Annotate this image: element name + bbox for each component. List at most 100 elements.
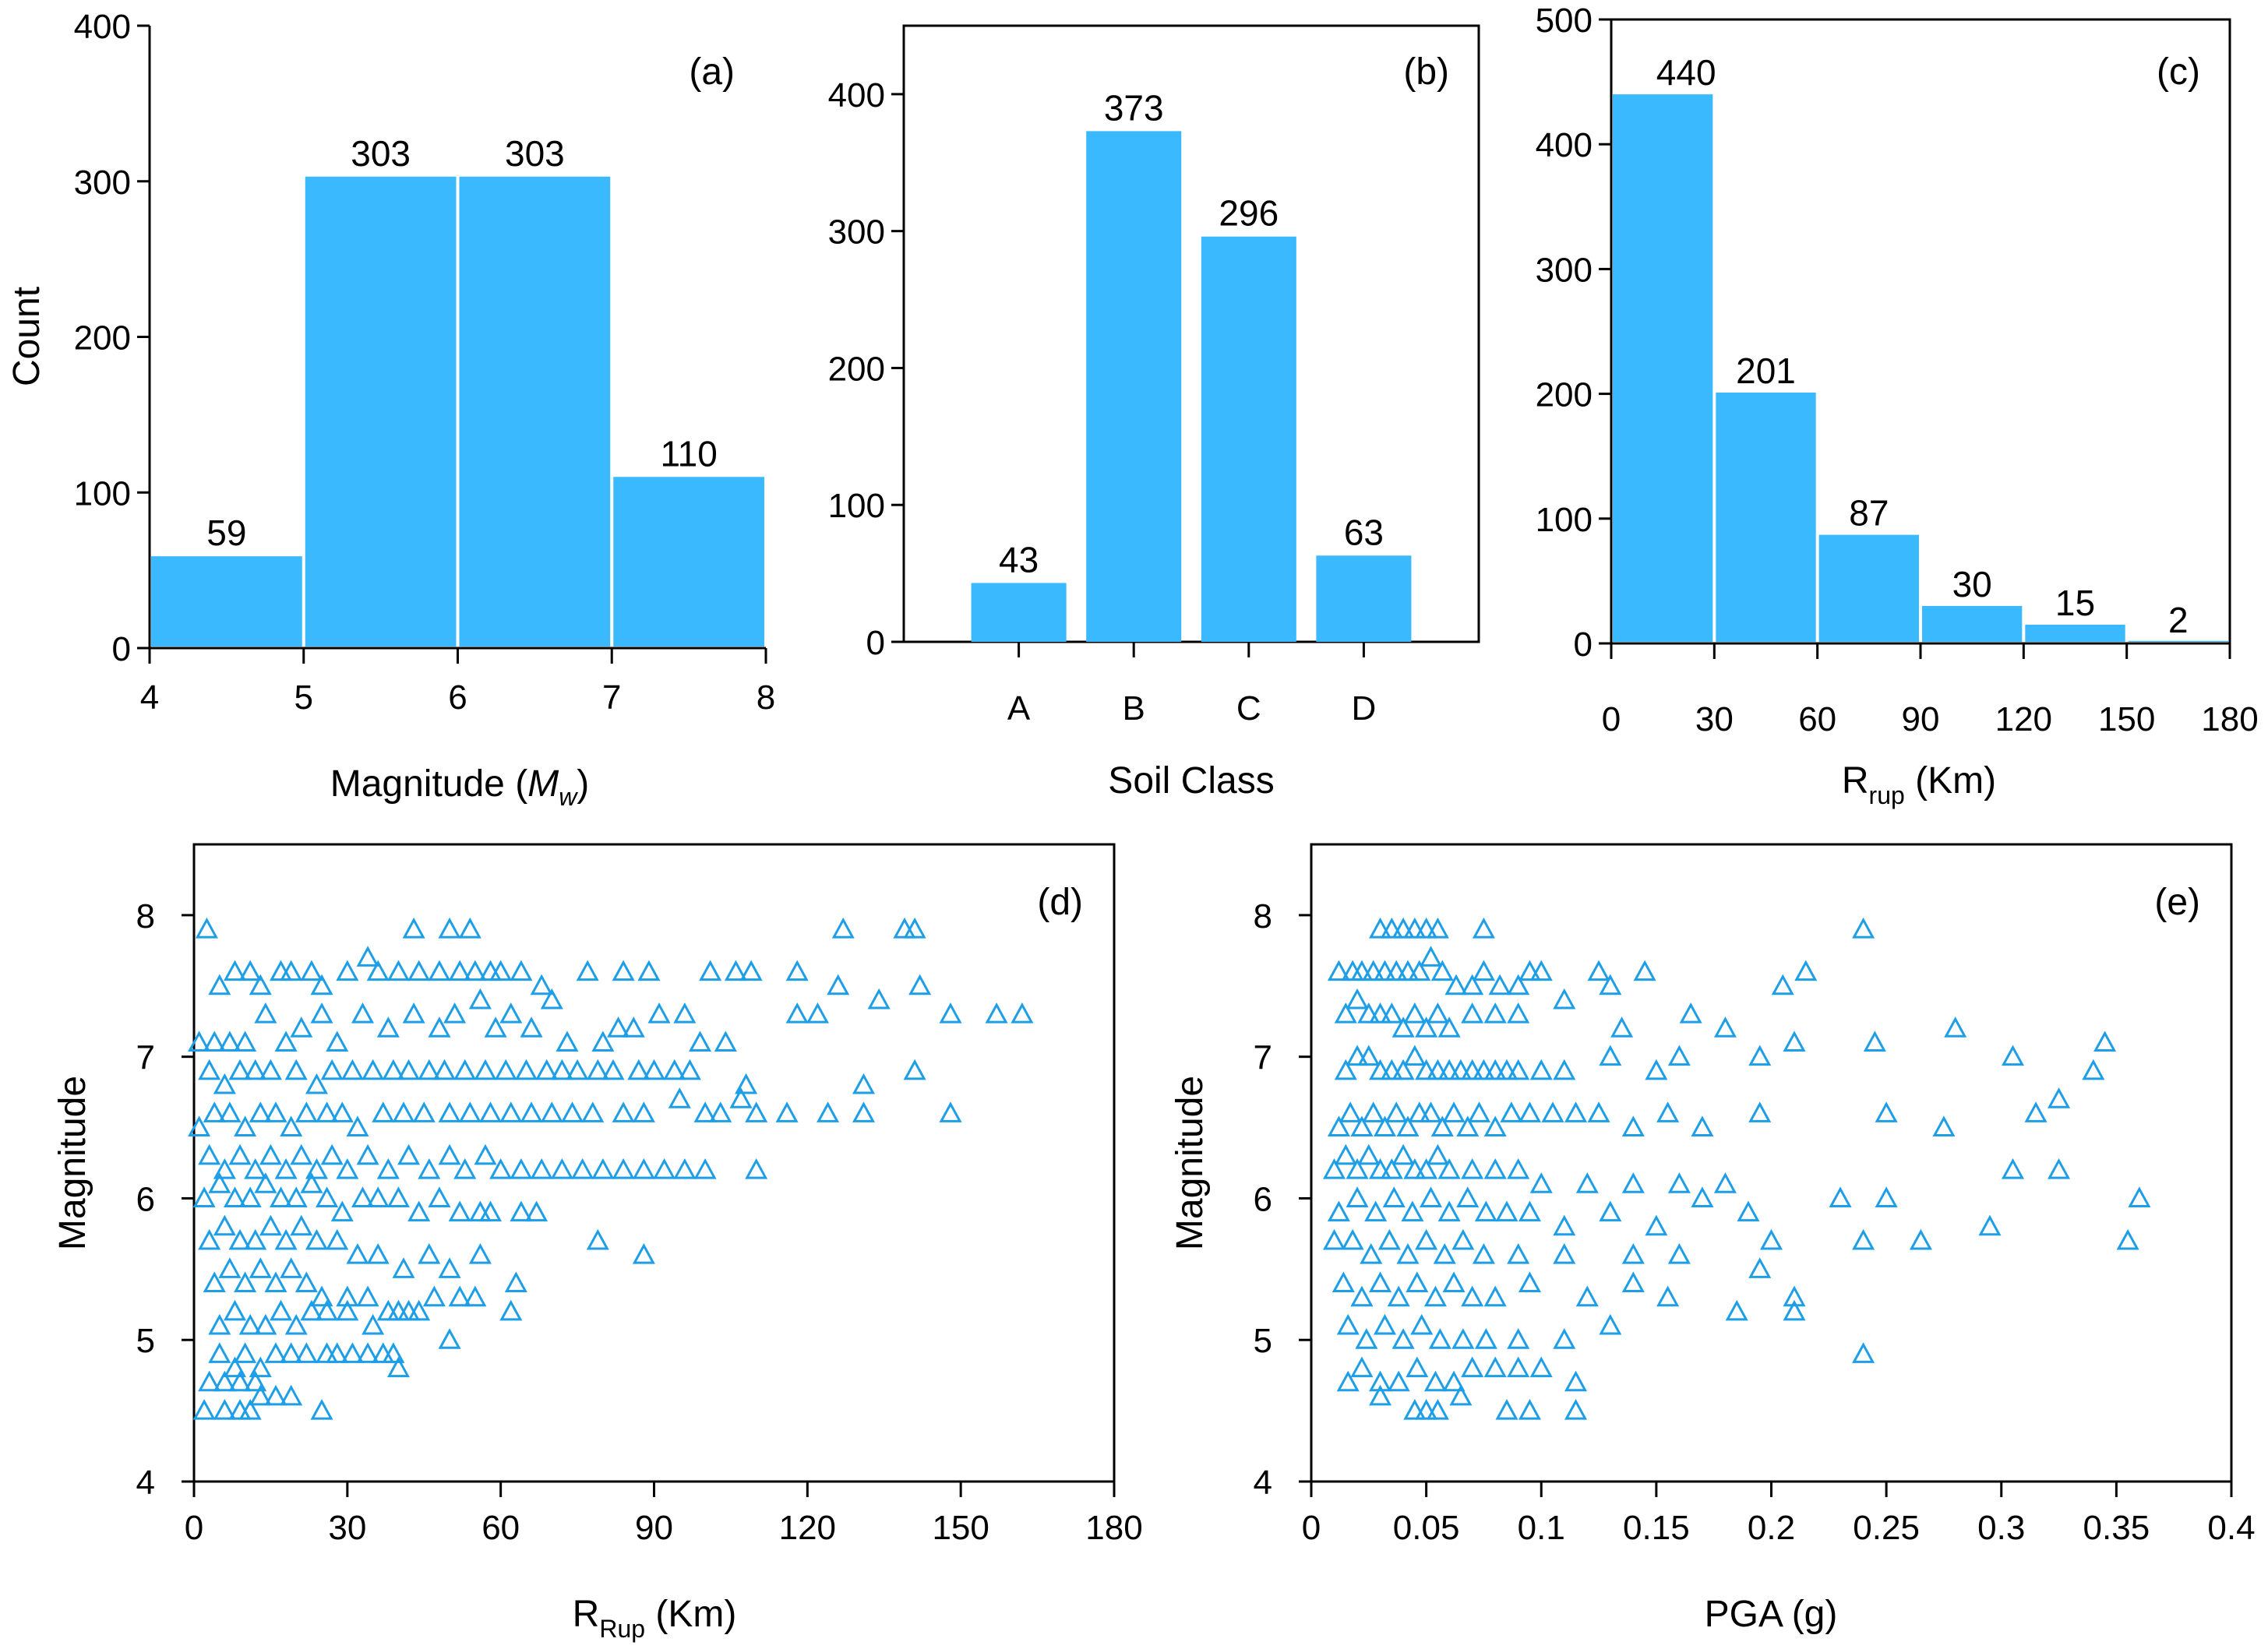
data-point [1391,1328,1415,1349]
x-tick-label: 60 [1798,700,1836,738]
data-point [397,1059,421,1080]
y-tick-label: 300 [1536,251,1593,289]
x-tick-label: 180 [1085,1509,1142,1547]
x-tick-label: 6 [448,678,467,717]
data-point [1599,1200,1622,1222]
data-point [1339,1101,1362,1122]
data-point [295,1271,318,1293]
data-point [632,1243,655,1264]
data-point [316,1101,339,1122]
data-point [1380,1157,1403,1179]
data-point [1656,1285,1680,1307]
data-point [1737,1200,1760,1222]
data-point [499,1002,523,1024]
data-point [1369,917,1392,939]
data-point [407,1299,431,1321]
data-point [1380,1002,1403,1024]
data-point [1426,1143,1449,1165]
bar [1201,236,1296,643]
x-axis-label: PGA (g) [1705,1594,1838,1635]
data-point [249,974,272,995]
data-point [1364,1200,1388,1222]
bar [1316,555,1412,642]
bar-value-label: 373 [1104,87,1164,128]
data-point [284,1059,308,1080]
x-tick-label: 90 [1902,700,1940,738]
data-point [1334,1002,1357,1024]
x-tick-label: 180 [2201,700,2258,738]
data-point [254,1172,277,1193]
data-point [1748,1045,1772,1066]
data-point [1406,1356,1429,1378]
data-point [362,1313,385,1335]
data-point [1472,1243,1495,1264]
data-point [438,1101,461,1122]
scatter-points [1323,917,2151,1420]
x-axis-label-subscript: rup [1869,781,1905,809]
y-tick-label: 8 [136,897,155,935]
data-point [1391,1059,1415,1080]
data-point [1373,1115,1397,1137]
data-point [775,1101,799,1122]
data-point [1691,1186,1714,1207]
data-point [1495,1059,1518,1080]
data-point [699,960,722,981]
data-point [1403,917,1427,939]
data-point [1759,1228,1783,1250]
data-point [1483,1059,1507,1080]
data-point [1426,1002,1449,1024]
data-point [1909,1228,1932,1250]
data-point [1794,960,1818,981]
data-point [1587,1101,1610,1122]
data-point [560,1101,584,1122]
data-point [1355,1328,1378,1349]
data-point [2001,1045,2025,1066]
data-point [827,974,850,995]
data-point [254,1313,277,1335]
data-point [985,1002,1008,1024]
data-point [310,974,333,995]
data-point [326,1342,349,1363]
data-point [218,1101,242,1122]
y-tick-label: 100 [74,474,131,513]
data-point [489,960,513,981]
data-point [223,1356,247,1378]
data-point [1350,1356,1374,1378]
data-point [2048,1157,2071,1179]
data-point [188,1031,211,1052]
data-point [351,1002,375,1024]
panel-label: (d) [1037,882,1083,923]
data-point [1783,1299,1806,1321]
data-point [1518,1271,1542,1293]
y-tick-label: 8 [1254,897,1272,935]
data-point [310,1002,333,1024]
x-tick-label: C [1236,689,1261,728]
data-point [244,1157,267,1179]
data-point [642,1059,666,1080]
data-point [320,1143,344,1165]
data-point [188,1115,211,1137]
bar [613,477,764,647]
data-point [647,1002,671,1024]
data-point [1621,1115,1645,1137]
data-point [274,1228,298,1250]
data-point [1529,1356,1553,1378]
data-point [1461,1356,1484,1378]
data-point [1350,1115,1374,1137]
data-point [576,960,599,981]
data-point [1442,1271,1466,1293]
x-axis-label: Soil Class [1108,760,1274,802]
x-tick-label: 150 [2098,700,2155,738]
data-point [1423,1285,1447,1307]
data-point [1564,1370,1588,1392]
data-point [1437,1059,1461,1080]
data-point [867,988,891,1009]
data-point [1387,1285,1410,1307]
data-point [310,1285,333,1307]
data-point [1415,1017,1438,1038]
bar-value-label: 440 [1656,52,1716,93]
data-point [407,1200,431,1222]
data-point [689,1031,712,1052]
data-point [228,1370,252,1392]
